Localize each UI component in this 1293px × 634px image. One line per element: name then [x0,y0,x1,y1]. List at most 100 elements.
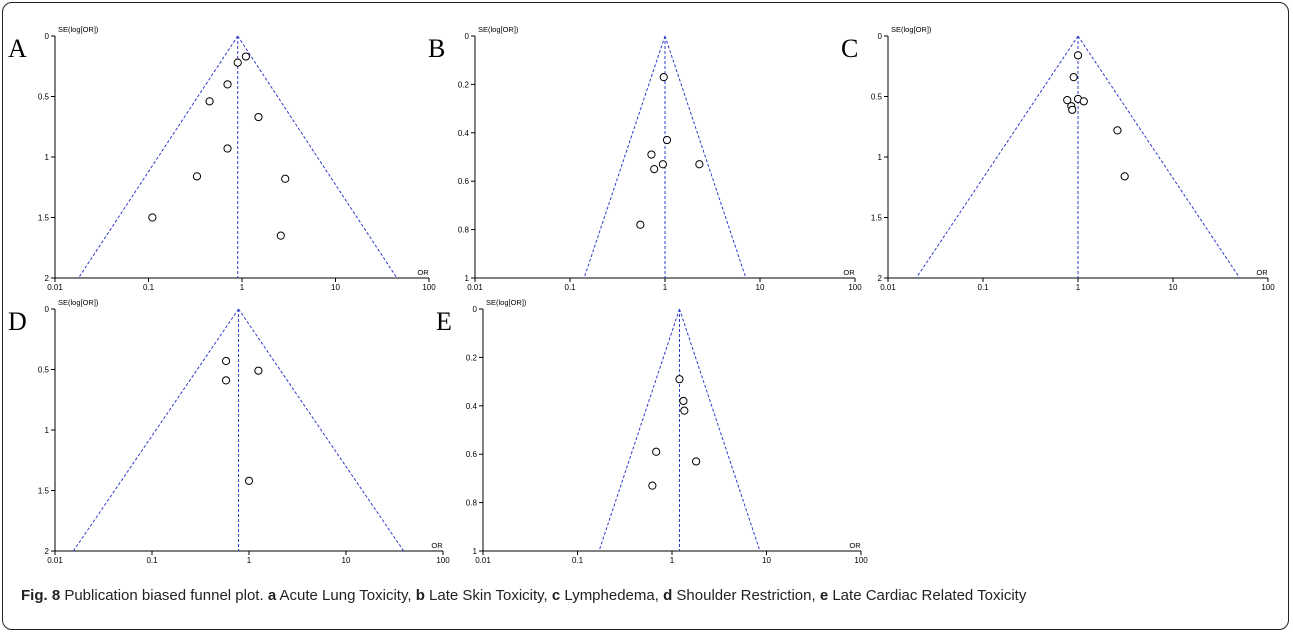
x-tick-label-e: 100 [854,556,868,565]
y-tick-label-c: 2 [878,274,883,283]
funnel-plot-d: D SE(log[OR]) OR 0 0.5 1 1.5 20.01 0.1 1 10 100 [8,298,450,565]
y-axis-title-e: SE(log[OR]) [486,298,527,307]
y-tick-label-d: 2 [45,547,50,556]
study-point-e [652,447,661,456]
y-tick-label-d: 0 [45,305,50,314]
study-point-e [648,481,657,490]
x-tick-label-b: 0.1 [564,283,576,292]
y-tick-label-d: 0.5 [38,366,50,375]
study-point-b [647,150,656,159]
x-tick-label-d: 100 [436,556,450,565]
caption-item-e: Late Cardiac Related Toxicity [828,587,1027,604]
study-point-a [233,58,242,67]
y-tick-label-b: 1 [465,274,470,283]
study-point-b [650,165,659,174]
x-tick-label-c: 10 [1169,283,1178,292]
y-tick-label-e: 1 [473,547,478,556]
study-point-b [662,135,672,145]
funnel-left-limit-a [78,35,239,279]
x-tick-label-c: 0.1 [977,283,989,292]
y-tick-label-a: 0.5 [38,93,50,102]
study-point-a [241,52,250,61]
x-tick-label-b: 1 [663,283,668,292]
caption-title: Publication biased funnel plot. [60,587,268,604]
x-tick-label-e: 0.01 [475,556,491,565]
funnel-plot-a: A SE(log[OR]) OR 0 0.5 1 1.5 20.01 0.1 1 10 100 [8,25,436,292]
y-tick-label-a: 1.5 [38,214,50,223]
x-axis-title-d: OR [431,541,443,550]
caption-letter-c: c [551,587,561,604]
y-axis-title-c: SE(log[OR]) [891,25,932,34]
study-point-b [658,160,667,169]
x-tick-label-a: 0.1 [143,283,155,292]
x-axis-title-b: OR [843,268,855,277]
y-tick-label-d: 1.5 [38,487,50,496]
study-point-a [148,213,157,222]
y-tick-label-b: 0 [465,32,470,41]
study-point-e [680,406,689,415]
funnel-right-limit-d [238,308,405,552]
x-tick-label-d: 0.1 [146,556,158,565]
y-tick-label-e: 0.4 [466,402,478,411]
x-tick-label-b: 100 [848,283,862,292]
study-point-c [1079,97,1088,106]
study-point-d [221,376,231,385]
caption-item-d: Shoulder Restriction, [672,587,820,604]
study-point-d [254,366,263,375]
x-tick-label-d: 0.01 [47,556,63,565]
y-tick-label-d: 1 [45,426,50,435]
study-point-a [276,231,285,240]
y-tick-label-a: 1 [45,153,50,162]
study-point-a [192,172,202,181]
x-tick-label-e: 1 [670,556,675,565]
y-tick-label-b: 0.8 [458,226,470,235]
caption-letter-e: e [819,587,829,604]
y-tick-label-c: 0 [878,32,883,41]
panel-letter-d: D [8,307,27,336]
funnel-right-limit-a [237,35,398,279]
x-tick-label-d: 10 [342,556,351,565]
y-tick-label-e: 0.8 [466,499,478,508]
y-tick-label-c: 1.5 [871,214,883,223]
caption-item-b: Late Skin Toxicity, [424,587,552,604]
study-point-c [1120,172,1129,181]
funnel-left-limit-c [915,35,1079,279]
caption-item-c: Lymphedema, [560,587,664,604]
x-axis-title-c: OR [1256,268,1268,277]
study-point-c [1069,73,1078,82]
caption-fig-label: Fig. 8 [21,587,61,604]
y-axis-title-a: SE(log[OR]) [58,25,99,34]
study-point-b [636,220,645,229]
study-point-b [659,73,668,82]
study-point-c [1073,51,1083,60]
y-tick-label-e: 0 [473,305,478,314]
x-tick-label-b: 10 [756,283,765,292]
y-tick-label-c: 0.5 [871,93,883,102]
study-point-e [692,457,701,466]
panel-letter-c: C [841,34,858,63]
y-axis-title-d: SE(log[OR]) [58,298,99,307]
x-tick-label-b: 0.01 [467,283,483,292]
x-tick-label-e: 0.1 [572,556,584,565]
panel-letter-e: E [436,307,452,336]
funnel-right-limit-b [664,35,747,279]
study-point-a [223,80,232,89]
x-tick-label-a: 1 [240,283,245,292]
funnel-plot-c: C SE(log[OR]) OR 0 0.5 1 1.5 20.01 0.1 1 10 100 [841,25,1275,292]
caption-item-a: Acute Lung Toxicity, [276,587,416,604]
x-tick-label-d: 1 [247,556,252,565]
y-tick-label-b: 0.6 [458,177,470,186]
x-axis-title-e: OR [849,541,861,550]
y-tick-label-b: 0.2 [458,80,470,89]
x-tick-label-a: 10 [331,283,340,292]
y-tick-label-a: 0 [45,32,50,41]
x-tick-label-c: 100 [1261,283,1275,292]
study-point-c [1068,105,1077,114]
y-tick-label-e: 0.6 [466,450,478,459]
x-tick-label-a: 100 [422,283,436,292]
figure-caption: Fig. 8 Publication biased funnel plot. a… [21,585,1276,606]
panel-letter-b: B [428,34,445,63]
y-tick-label-a: 2 [45,274,50,283]
